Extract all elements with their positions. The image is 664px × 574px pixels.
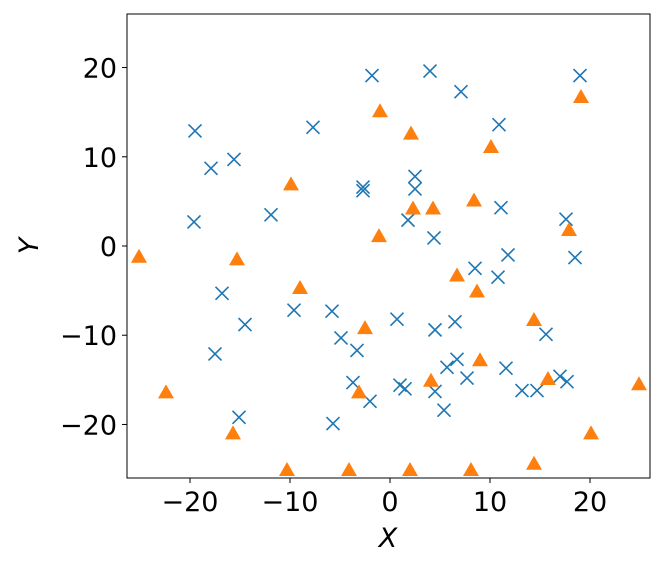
x-marker xyxy=(324,304,340,319)
triangle-marker xyxy=(279,461,295,476)
x-marker xyxy=(467,261,483,276)
x-marker xyxy=(345,375,361,390)
y-tick-label: 0 xyxy=(100,232,117,263)
triangle-marker xyxy=(466,192,482,207)
x-marker xyxy=(305,120,321,135)
triangle-marker xyxy=(469,283,485,298)
x-marker xyxy=(389,312,405,327)
x-tick-label: −20 xyxy=(162,487,219,518)
x-marker xyxy=(559,374,575,389)
x-marker xyxy=(538,327,554,342)
triangle-marker xyxy=(561,221,577,236)
x-tick-label: 10 xyxy=(473,487,507,518)
triangle-marker xyxy=(341,461,357,476)
x-marker xyxy=(491,117,507,132)
x-marker xyxy=(426,230,442,246)
triangle-marker xyxy=(351,384,367,399)
x-tick-label: 0 xyxy=(381,487,398,518)
triangle-marker xyxy=(423,372,439,387)
triangle-marker xyxy=(292,279,308,294)
x-marker xyxy=(529,383,545,398)
y-tick-label: 20 xyxy=(83,54,117,85)
x-marker xyxy=(364,68,380,83)
triangle-marker xyxy=(449,267,465,282)
x-marker xyxy=(355,180,371,195)
triangle-marker xyxy=(357,320,373,335)
x-marker xyxy=(231,410,247,425)
x-marker xyxy=(447,314,463,329)
x-marker xyxy=(493,200,509,215)
triangle-marker xyxy=(425,200,441,215)
triangle-marker xyxy=(472,352,488,367)
x-marker xyxy=(237,317,253,332)
x-marker xyxy=(514,383,530,398)
triangle-marker xyxy=(372,103,388,118)
x-marker xyxy=(397,381,413,396)
x-marker xyxy=(355,183,371,198)
triangle-marker xyxy=(403,125,419,140)
x-marker xyxy=(572,68,588,83)
y-tick-label: −10 xyxy=(60,321,117,352)
triangle-marker xyxy=(283,176,299,191)
x-marker xyxy=(558,212,574,227)
x-marker xyxy=(427,322,443,337)
triangle-marker xyxy=(463,461,479,476)
x-marker xyxy=(214,286,230,301)
x-marker xyxy=(187,123,203,138)
x-marker xyxy=(490,270,506,285)
y-tick-label: −20 xyxy=(60,410,117,441)
triangle-marker xyxy=(225,425,241,440)
y-tick-label: 10 xyxy=(83,143,117,174)
x-marker xyxy=(453,84,469,99)
x-tick-label: −10 xyxy=(262,487,319,518)
triangle-marker xyxy=(631,376,647,391)
x-marker xyxy=(186,214,202,229)
x-marker xyxy=(498,361,514,376)
x-marker xyxy=(552,369,568,384)
x-axis-label: X xyxy=(377,523,398,554)
x-marker xyxy=(449,352,465,367)
triangle-marker xyxy=(526,455,542,470)
x-marker xyxy=(436,403,452,418)
triangle-marker xyxy=(405,200,421,215)
x-marker xyxy=(286,303,302,318)
triangle-marker xyxy=(583,425,599,440)
triangle-marker xyxy=(371,228,387,243)
x-marker xyxy=(427,384,443,399)
x-marker xyxy=(203,161,219,176)
x-marker xyxy=(207,346,223,362)
triangle-marker xyxy=(573,88,589,103)
x-marker xyxy=(400,213,416,228)
y-axis-label: Y xyxy=(14,235,45,254)
x-marker xyxy=(333,330,349,345)
plot-frame xyxy=(126,13,651,479)
triangle-marker xyxy=(540,370,556,385)
triangle-marker xyxy=(158,384,174,399)
triangle-marker xyxy=(229,251,245,266)
x-marker xyxy=(226,152,242,167)
x-marker xyxy=(459,370,475,386)
x-marker xyxy=(567,250,583,265)
x-marker xyxy=(349,343,365,358)
triangle-marker xyxy=(526,312,542,327)
x-marker xyxy=(439,360,455,375)
x-marker xyxy=(407,169,423,184)
x-marker xyxy=(422,64,438,79)
triangle-marker xyxy=(131,248,147,263)
x-marker xyxy=(407,181,423,196)
x-marker xyxy=(325,416,341,431)
triangle-marker xyxy=(402,461,418,476)
triangle-marker xyxy=(483,138,499,153)
x-marker xyxy=(263,207,279,222)
x-tick-label: 20 xyxy=(573,487,607,518)
x-marker xyxy=(500,247,516,262)
